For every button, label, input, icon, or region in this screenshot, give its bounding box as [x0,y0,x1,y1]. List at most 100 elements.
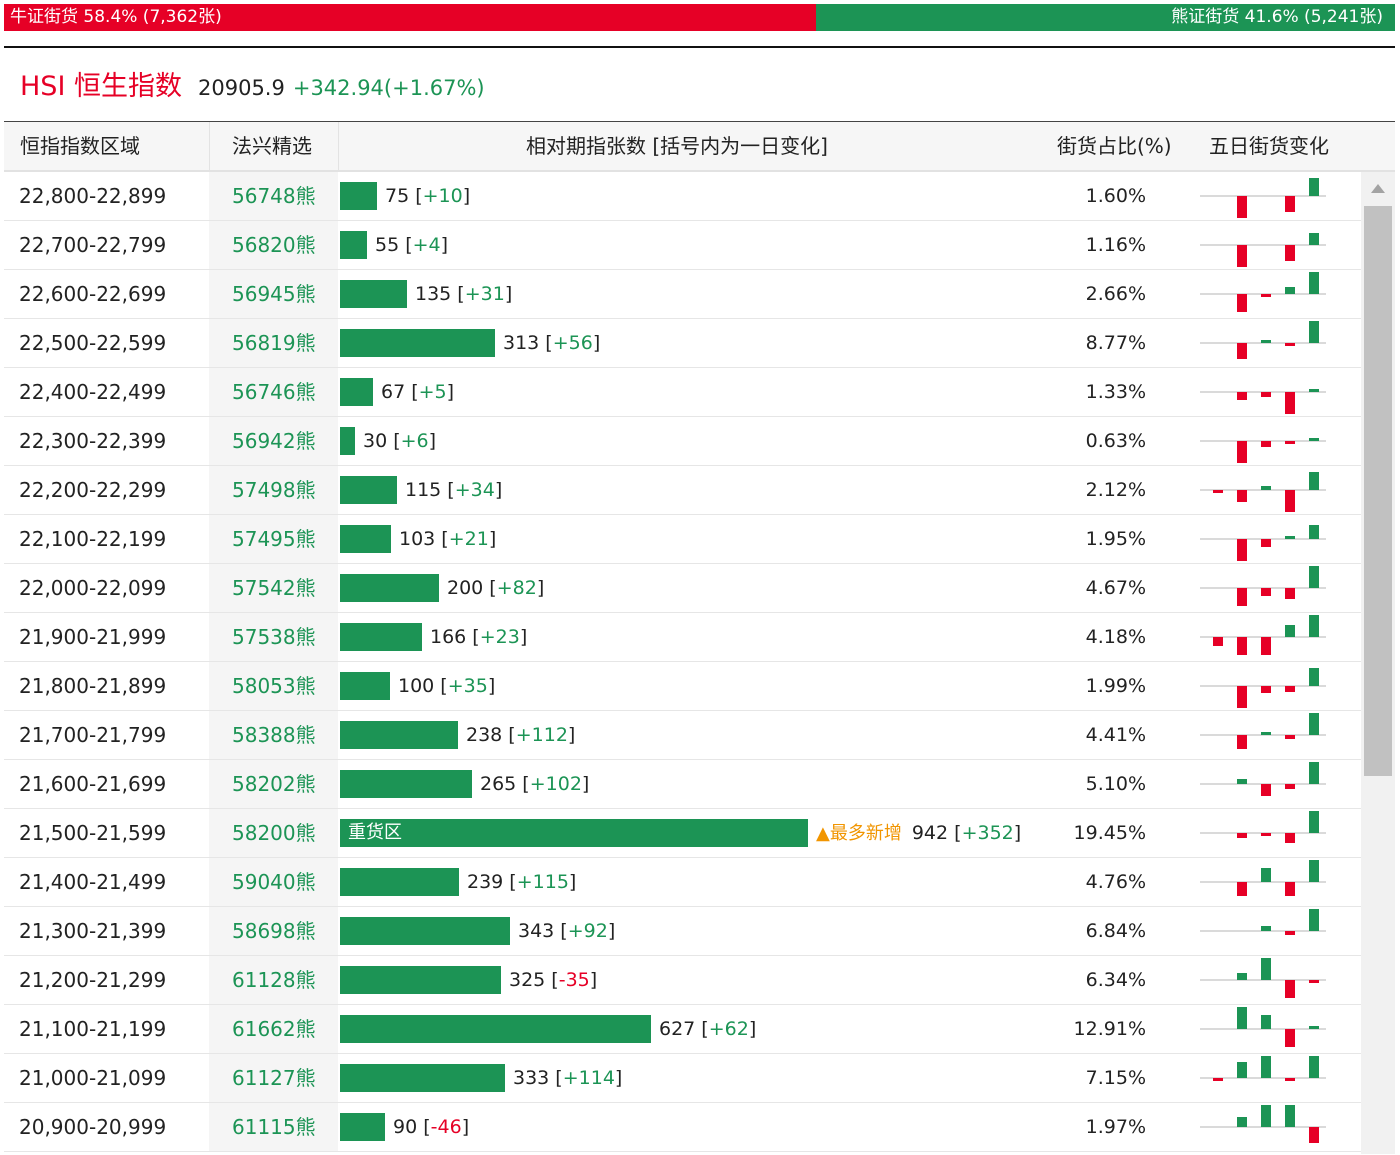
warrant-code-link[interactable]: 57495熊 [232,527,316,551]
warrant-code-link[interactable]: 56748熊 [232,184,316,208]
five-day-sparkline [1200,472,1326,512]
warrant-code-link[interactable]: 58388熊 [232,723,316,747]
daily-change: +10 [422,185,463,207]
warrant-code-link[interactable]: 57538熊 [232,625,316,649]
daily-change: +31 [464,283,505,305]
warrant-code-link[interactable]: 57498熊 [232,478,316,502]
outstanding-bar [340,721,458,749]
outstanding-pct: 4.76% [1085,871,1146,893]
sparkline-bar [1261,1015,1271,1029]
index-name[interactable]: HSI 恒生指数 [20,71,182,102]
sparkline-bar [1309,272,1319,294]
outstanding-count: 100 [398,675,435,697]
daily-change: +352 [961,822,1014,844]
table-body: 22,800-22,899 56748熊 75 [+10] 1.60% 22,700-2… [4,172,1361,1155]
outstanding-value: 135 [+31] [415,283,513,305]
table-row[interactable]: 21,300-21,399 58698熊 343 [+92] 6.84% [4,907,1361,956]
outstanding-bar: 重货区 [340,819,808,847]
range-cell: 21,500-21,599 [19,821,167,845]
table-row[interactable]: 21,200-21,299 61128熊 325 [-35] 6.34% [4,956,1361,1005]
table-row[interactable]: 22,400-22,499 56746熊 67 [+5] 1.33% [4,368,1361,417]
table-row[interactable]: 21,900-21,999 57538熊 166 [+23] 4.18% [4,613,1361,662]
five-day-sparkline [1200,909,1326,935]
outstanding-count: 200 [447,577,484,599]
outstanding-pct: 1.60% [1085,185,1146,207]
daily-change: +4 [412,234,441,256]
table-row[interactable]: 22,600-22,699 56945熊 135 [+31] 2.66% [4,270,1361,319]
five-day-sparkline [1200,958,1326,998]
table-row[interactable]: 20,900-20,999 61115熊 90 [-46] 1.97% [4,1103,1361,1152]
sparkline-bar [1285,441,1295,444]
sparkline-bar [1261,686,1271,693]
warrant-code-link[interactable]: 61662熊 [232,1017,316,1041]
warrant-code-link[interactable]: 58202熊 [232,772,316,796]
warrant-code-link[interactable]: 56819熊 [232,331,316,355]
range-cell: 22,600-22,699 [19,282,167,306]
daily-change: +35 [447,675,488,697]
sparkline-bar [1285,784,1295,789]
table-row[interactable]: 22,100-22,199 57495熊 103 [+21] 1.95% [4,515,1361,564]
table-row[interactable]: 22,000-22,099 57542熊 200 [+82] 4.67% [4,564,1361,613]
outstanding-value: 115 [+34] [405,479,503,501]
sparkline-bar [1237,735,1247,749]
warrant-code-link[interactable]: 61115熊 [232,1115,316,1139]
outstanding-count: 166 [430,626,467,648]
warrant-code-link[interactable]: 56945熊 [232,282,316,306]
sparkline-bar [1237,1062,1247,1078]
sparkline-bar [1261,441,1271,447]
table-row[interactable]: 21,400-21,499 59040熊 239 [+115] 4.76% [4,858,1361,907]
column-header-issuer[interactable]: 法兴精选 [232,134,312,158]
outstanding-count: 627 [659,1018,696,1040]
outstanding-bar [340,868,459,896]
table-row[interactable]: 21,700-21,799 58388熊 238 [+112] 4.41% [4,711,1361,760]
daily-change: +82 [496,577,537,599]
outstanding-bar [340,231,367,259]
issuer-cell-background [209,809,338,857]
table-row[interactable]: 22,500-22,599 56819熊 313 [+56] 8.77% [4,319,1361,368]
sparkline-bar [1261,868,1271,882]
sparkline-bar [1237,779,1247,784]
warrant-code-link[interactable]: 56820熊 [232,233,316,257]
table-row[interactable]: 22,200-22,299 57498熊 115 [+34] 2.12% [4,466,1361,515]
table-row[interactable]: 21,100-21,199 61662熊 627 [+62] 12.91% [4,1005,1361,1054]
warrant-code-link[interactable]: 56746熊 [232,380,316,404]
daily-change: +102 [529,773,582,795]
outstanding-pct: 5.10% [1085,773,1146,795]
table-row[interactable]: 21,600-21,699 58202熊 265 [+102] 5.10% [4,760,1361,809]
warrant-code-link[interactable]: 58698熊 [232,919,316,943]
outstanding-pct: 8.77% [1085,332,1146,354]
sparkline-bar [1237,686,1247,708]
index-value: 20905.9 [198,76,285,100]
warrant-code-link[interactable]: 61127熊 [232,1066,316,1090]
warrant-code-link[interactable]: 57542熊 [232,576,316,600]
warrant-code-link[interactable]: 61128熊 [232,968,316,992]
warrant-code-link[interactable]: 59040熊 [232,870,316,894]
issuer-cell-background [209,711,338,759]
index-header: HSI 恒生指数 20905.9 +342.94(+1.67%) [20,64,485,103]
sparkline-bar [1261,926,1271,931]
warrant-code-link[interactable]: 58200熊 [232,821,316,845]
table-row[interactable]: 21,500-21,599 58200熊 重货区 ▲最多新增 942 [+352] 19.… [4,809,1361,858]
table-row[interactable]: 21,000-21,099 61127熊 333 [+114] 7.15% [4,1054,1361,1103]
scroll-up-arrow-icon[interactable] [1371,184,1385,193]
scroll-thumb[interactable] [1364,206,1392,776]
table-row[interactable]: 22,300-22,399 56942熊 30 [+6] 0.63% [4,417,1361,466]
table-row[interactable]: 22,800-22,899 56748熊 75 [+10] 1.60% [4,172,1361,221]
warrant-code-link[interactable]: 56942熊 [232,429,316,453]
vertical-scrollbar[interactable] [1361,172,1395,1154]
outstanding-pct: 1.95% [1085,528,1146,550]
table-row[interactable]: 21,800-21,899 58053熊 100 [+35] 1.99% [4,662,1361,711]
column-divider [338,122,339,170]
table-row[interactable]: 22,700-22,799 56820熊 55 [+4] 1.16% [4,221,1361,270]
sparkline-bar [1285,1029,1295,1047]
sparkline-bar [1237,1117,1247,1127]
outstanding-count: 239 [467,871,504,893]
sparkline-bar [1237,588,1247,606]
outstanding-value: 55 [+4] [375,234,449,256]
daily-change: +115 [516,871,569,893]
sparkline-bar [1309,615,1319,637]
warrant-code-link[interactable]: 58053熊 [232,674,316,698]
range-cell: 21,200-21,299 [19,968,167,992]
sparkline-bar [1213,490,1223,493]
outstanding-count: 135 [415,283,452,305]
